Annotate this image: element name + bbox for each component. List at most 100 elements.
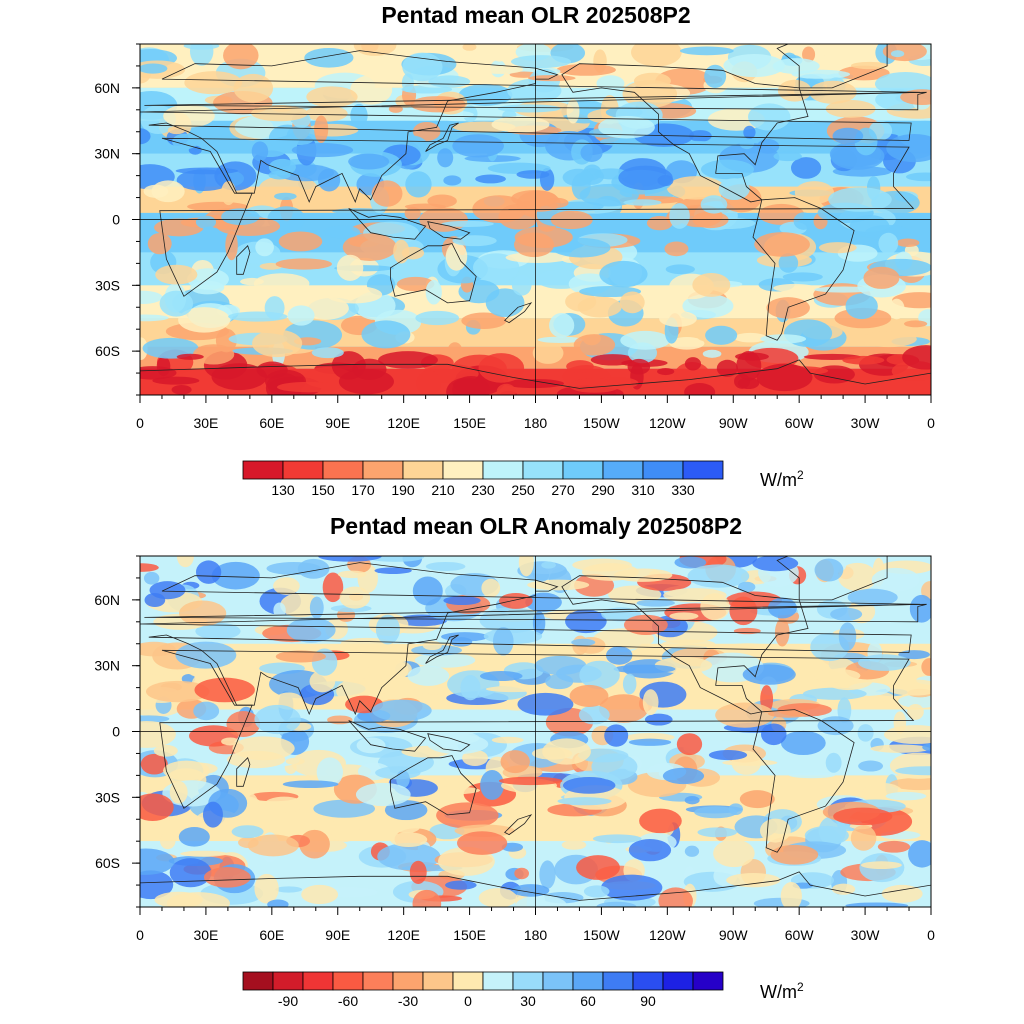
- lon-tick-label: 60E: [259, 927, 284, 943]
- colorbar-swatch: [482, 460, 524, 480]
- colorbar-label: 60: [580, 993, 596, 1009]
- lon-tick-label: 0: [136, 927, 144, 943]
- coastline-south-america: [752, 709, 855, 853]
- colorbar-label: -30: [398, 993, 418, 1009]
- colorbar-label: 250: [511, 482, 535, 498]
- lon-tick-label: 90W: [719, 415, 749, 431]
- lat-tick-label: 0: [112, 724, 120, 740]
- colorbar-swatch: [602, 971, 634, 991]
- coastline-new-guinea: [427, 221, 471, 240]
- colorbar-swatch: [422, 971, 454, 991]
- colorbar-units-olr: W/m2: [760, 468, 804, 490]
- colorbar-label: 130: [271, 482, 295, 498]
- colorbar-swatch: [322, 460, 364, 480]
- colorbar-swatch: [542, 971, 574, 991]
- colorbar-swatch: [272, 971, 304, 991]
- colorbar-swatch: [572, 971, 604, 991]
- coastline-borneo-indonesia: [348, 208, 427, 240]
- colorbar-label: 170: [351, 482, 375, 498]
- lat-tick-label: 60N: [94, 592, 120, 608]
- olr-anomaly-map-panel: 0 30E 60E 90E 120E 150E 180 150W 120W 90W 60W 30W 0 6…: [94, 555, 935, 943]
- lon-tick-label: 150E: [453, 927, 486, 943]
- coastline-borneo-indonesia: [348, 720, 427, 752]
- coastline-australia: [390, 755, 477, 816]
- colorbar-label: -60: [338, 993, 358, 1009]
- lon-tick-label: 120W: [649, 927, 686, 943]
- lon-tick-label: 180: [524, 415, 548, 431]
- lat-tick-label: 30S: [95, 277, 120, 293]
- coastline-uk: [144, 603, 927, 623]
- lon-tick-label: 90E: [325, 927, 350, 943]
- colorbar-swatch: [362, 460, 404, 480]
- colorbar-swatch: [562, 460, 604, 480]
- map-title-olr-anomaly: Pentad mean OLR Anomaly 202508P2: [329, 513, 743, 539]
- colorbar-label: 270: [551, 482, 575, 498]
- coastlines: [140, 44, 931, 395]
- coastline-new-zealand: [504, 302, 533, 324]
- lon-tick-label: 120W: [649, 415, 686, 431]
- colorbar-swatch: [242, 971, 274, 991]
- lat-tick-label: 60S: [95, 855, 120, 871]
- coastlines: [140, 556, 931, 907]
- colorbar-olr: 130 150 170 190 210 230 250 270 290 310 330: [242, 460, 724, 498]
- coastline-africa: [159, 137, 915, 297]
- colorbar-swatch: [682, 460, 724, 480]
- lat-tick-label: 60S: [95, 343, 120, 359]
- lat-tick-label: 30S: [95, 789, 120, 805]
- coastline-australia: [390, 243, 477, 304]
- contour-field: [140, 44, 931, 395]
- coastline-africa: [159, 649, 915, 809]
- colorbar-swatch: [452, 971, 484, 991]
- colorbar-swatch: [362, 971, 394, 991]
- lat-tick-label: 0: [112, 212, 120, 228]
- lon-tick-label: 90E: [325, 415, 350, 431]
- coastline-japan: [425, 122, 459, 152]
- coastline-north-america: [561, 575, 809, 715]
- lon-tick-label: 30W: [851, 927, 881, 943]
- colorbar-swatch: [402, 460, 444, 480]
- colorbar-label: -90: [278, 993, 298, 1009]
- contour-field: [140, 556, 931, 907]
- colorbar-swatch: [642, 460, 684, 480]
- coastline-antarctica: [140, 359, 931, 395]
- lat-tick-label: 60N: [94, 80, 120, 96]
- colorbar-label: 210: [431, 482, 455, 498]
- coastline-greenland: [776, 556, 888, 601]
- colorbar-swatch: [242, 460, 284, 480]
- lon-tick-label: 60E: [259, 415, 284, 431]
- lon-tick-label: 30E: [193, 927, 218, 943]
- colorbar-swatch: [662, 971, 694, 991]
- lon-tick-label: 120E: [387, 415, 420, 431]
- colorbar-swatch: [302, 971, 334, 991]
- colorbar-label: 330: [671, 482, 695, 498]
- coastline-greenland: [776, 44, 888, 89]
- lon-tick-label: 30W: [851, 415, 881, 431]
- colorbar-swatch: [602, 460, 644, 480]
- coastline-europe-asia: [140, 562, 921, 716]
- lon-tick-label: 60W: [785, 415, 815, 431]
- lon-tick-label: 0: [927, 415, 935, 431]
- coastline-europe-asia: [140, 50, 921, 203]
- lon-tick-label: 0: [927, 927, 935, 943]
- lon-tick-label: 150E: [453, 415, 486, 431]
- lon-tick-label: 60W: [785, 927, 815, 943]
- lon-tick-label: 90W: [719, 927, 749, 943]
- colorbar-swatch: [442, 460, 484, 480]
- coastline-madagascar: [236, 245, 251, 275]
- colorbar-label: 190: [391, 482, 415, 498]
- colorbar-label: 90: [640, 993, 656, 1009]
- colorbar-units-anomaly: W/m2: [760, 980, 804, 1002]
- olr-map-panel: 0 30E 60E 90E 120E 150E 180 150W 120W 90W 60W 30W 0 6…: [94, 43, 935, 431]
- colorbar-swatch: [522, 460, 564, 480]
- colorbar-label: 310: [631, 482, 655, 498]
- colorbar-label: 0: [464, 993, 472, 1009]
- lon-tick-label: 180: [524, 927, 548, 943]
- colorbar-label: 290: [591, 482, 615, 498]
- colorbar-label: 30: [520, 993, 536, 1009]
- colorbar-anomaly: -90 -60 -30 0 30 60 90: [242, 971, 724, 1009]
- colorbar-swatch: [692, 971, 724, 991]
- lon-tick-label: 30E: [193, 415, 218, 431]
- coastline-madagascar: [236, 757, 251, 787]
- coastline-antarctica: [140, 871, 931, 907]
